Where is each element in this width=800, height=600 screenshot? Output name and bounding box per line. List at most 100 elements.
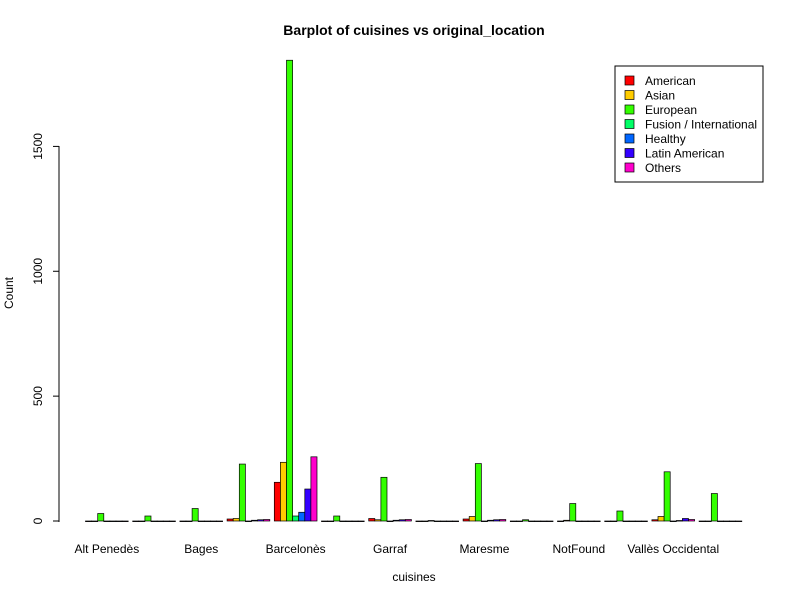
x-tick-label: Bages — [184, 542, 218, 556]
bar — [156, 520, 164, 522]
bar — [593, 520, 601, 522]
bar — [474, 463, 482, 522]
legend-box — [614, 65, 764, 183]
bar — [345, 520, 353, 522]
bar — [138, 520, 146, 522]
bar — [509, 520, 517, 522]
bar — [191, 508, 199, 522]
x-tick-label: Maresme — [459, 542, 509, 556]
bar — [415, 520, 423, 522]
y-axis: 0 500 1000 1500 — [31, 133, 60, 524]
bar — [563, 519, 571, 522]
bar — [168, 520, 176, 522]
bar — [232, 518, 240, 522]
bar — [292, 515, 300, 522]
bar — [144, 515, 152, 522]
bar — [310, 456, 318, 522]
bar — [581, 520, 589, 522]
bar — [446, 520, 453, 522]
bar — [710, 493, 718, 522]
bar — [682, 518, 689, 522]
bar — [427, 520, 435, 522]
y-tick-label: 500 — [31, 386, 45, 406]
x-tick-label: Vallès Occidental — [627, 542, 719, 556]
bar — [604, 520, 612, 522]
bar — [640, 520, 648, 522]
bar — [357, 520, 365, 522]
legend-label: American — [645, 74, 696, 88]
bar — [421, 520, 429, 522]
bar — [203, 520, 211, 522]
bar — [468, 516, 476, 522]
legend-swatch — [624, 90, 635, 100]
bar — [392, 519, 400, 522]
legend-label: Healthy — [645, 132, 686, 146]
bar — [132, 520, 140, 522]
bar — [634, 520, 642, 522]
bar — [226, 518, 234, 522]
bar — [263, 519, 271, 522]
bar — [729, 520, 737, 522]
bar — [534, 520, 542, 522]
bar — [522, 519, 529, 522]
bar — [622, 520, 630, 522]
legend-swatch — [624, 133, 635, 144]
x-tick-label: Garraf — [373, 542, 408, 556]
bar — [452, 520, 459, 522]
bar — [540, 520, 548, 522]
legend-swatch — [624, 75, 635, 86]
bar — [109, 520, 117, 522]
legend-label: Fusion / International — [645, 118, 757, 132]
bar — [663, 471, 671, 522]
bar — [433, 520, 441, 522]
bar — [103, 520, 111, 522]
bar — [386, 520, 394, 522]
bar — [327, 520, 335, 522]
bar — [197, 520, 205, 522]
bar — [717, 520, 724, 522]
bar — [333, 515, 341, 522]
bar — [698, 520, 706, 522]
bar — [150, 520, 158, 522]
bar — [216, 520, 223, 522]
bar — [487, 519, 494, 522]
bar — [251, 519, 258, 522]
x-tick-labels: Alt Penedès Bages Barcelonès Garraf Maresme N… — [74, 542, 719, 556]
bar — [493, 519, 501, 522]
legend-label: Others — [645, 161, 681, 175]
bar — [321, 520, 328, 522]
bar — [298, 511, 306, 522]
bar — [273, 481, 281, 522]
bar — [286, 59, 293, 522]
bar — [97, 513, 105, 522]
bar — [528, 520, 536, 522]
bar — [616, 510, 624, 522]
bar — [210, 520, 217, 522]
chart-title: Barplot of cuisines vs original_location — [283, 22, 544, 38]
bar — [351, 520, 359, 522]
x-tick-label: NotFound — [552, 542, 605, 556]
y-tick-label: 0 — [31, 517, 45, 524]
bar — [368, 518, 376, 522]
bar — [121, 520, 129, 522]
bar — [380, 476, 388, 522]
bars-group — [85, 59, 743, 522]
legend-swatch — [624, 162, 635, 173]
x-tick-label: Barcelonès — [266, 542, 326, 556]
legend-swatch — [624, 104, 635, 115]
x-tick-label: Alt Penedès — [74, 542, 139, 556]
bar — [546, 520, 554, 522]
bar — [257, 519, 265, 522]
bar — [587, 520, 595, 522]
legend-label: Asian — [645, 89, 675, 103]
bar — [439, 520, 447, 522]
bar — [115, 520, 123, 522]
bar — [185, 520, 193, 522]
bar — [499, 519, 507, 522]
bar — [575, 520, 583, 522]
bar — [657, 516, 665, 522]
legend-label: European — [645, 103, 697, 117]
bar — [651, 519, 659, 522]
